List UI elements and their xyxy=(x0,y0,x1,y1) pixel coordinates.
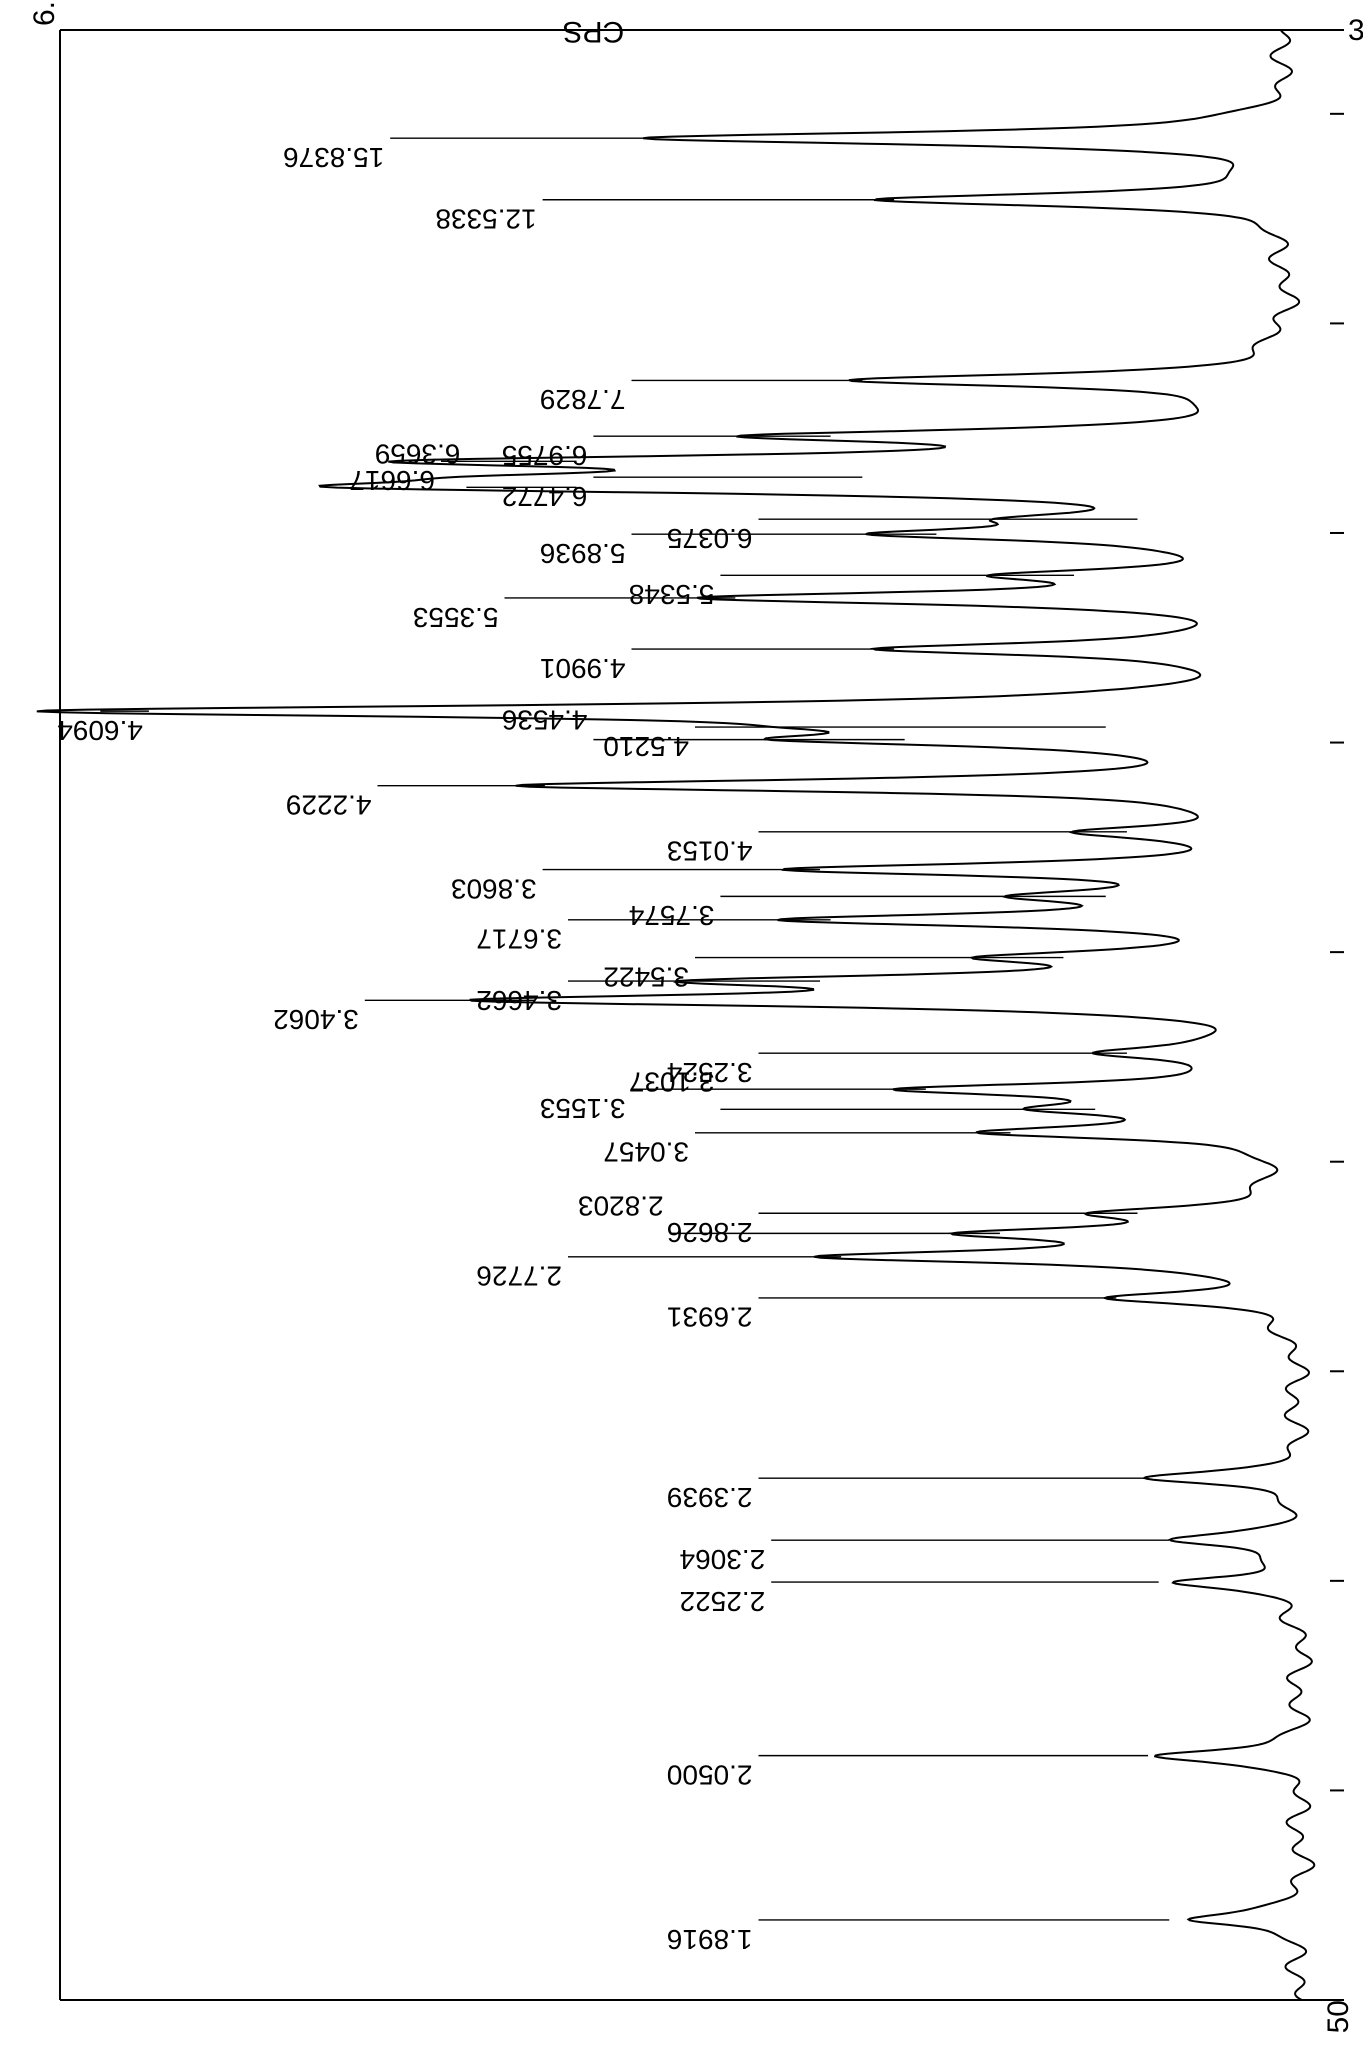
peak-label: 2.3939 xyxy=(667,1482,753,1513)
peak-label: 3.0457 xyxy=(603,1137,689,1168)
xrd-chart: 350CPS6.00k15.837612.53387.78296.97556.6… xyxy=(0,0,1363,2055)
peak-label: 1.8916 xyxy=(667,1924,753,1955)
peak-label: 3.1037 xyxy=(629,1066,715,1097)
x-tick-label-start: 3 xyxy=(1348,14,1363,47)
peak-label: 7.7829 xyxy=(540,384,626,415)
peak-label: 2.7726 xyxy=(476,1261,562,1292)
peak-label: 2.0500 xyxy=(667,1759,753,1790)
peak-label: 3.7574 xyxy=(629,900,715,931)
peak-label: 2.6931 xyxy=(667,1302,753,1333)
peak-label: 6.3659 xyxy=(375,439,461,470)
peak-label: 6.9755 xyxy=(502,440,588,471)
peak-label: 4.9901 xyxy=(540,653,626,684)
peak-labels: 15.837612.53387.78296.97556.66176.47726.… xyxy=(57,138,1169,1955)
peak-label: 4.5210 xyxy=(603,731,689,762)
peak-label: 3.4062 xyxy=(273,1004,359,1035)
chart-svg: 350CPS6.00k15.837612.53387.78296.97556.6… xyxy=(0,0,1363,2055)
peak-label: 2.8626 xyxy=(667,1217,753,1248)
peak-label: 6.0375 xyxy=(667,523,753,554)
y-axis-label: CPS xyxy=(563,15,625,48)
peak-label: 12.5338 xyxy=(435,204,536,235)
peak-label: 2.8203 xyxy=(578,1190,664,1221)
peak-label: 4.4536 xyxy=(502,704,588,735)
peak-label: 2.3064 xyxy=(680,1544,766,1575)
page-frame xyxy=(1,1,1362,2054)
peak-label: 5.5348 xyxy=(629,579,715,610)
peak-label: 5.8936 xyxy=(540,538,626,569)
peak-label: 3.6717 xyxy=(476,924,562,955)
peak-label: 5.3553 xyxy=(413,602,499,633)
y-axis-max-label: 6.00k xyxy=(28,0,61,26)
peak-label: 3.1553 xyxy=(540,1093,626,1124)
peak-label: 4.0153 xyxy=(667,836,753,867)
peak-label: 2.2522 xyxy=(680,1586,766,1617)
peak-label: 4.6094 xyxy=(57,715,143,746)
peak-label: 6.4772 xyxy=(502,481,588,512)
peak-label: 4.2229 xyxy=(286,790,372,821)
peak-label: 15.8376 xyxy=(283,142,384,173)
spectrum-trace xyxy=(37,30,1315,2000)
x-tick-label-end: 50 xyxy=(1322,2000,1355,2033)
peak-label: 3.5422 xyxy=(603,961,689,992)
peak-label: 3.8603 xyxy=(451,873,537,904)
